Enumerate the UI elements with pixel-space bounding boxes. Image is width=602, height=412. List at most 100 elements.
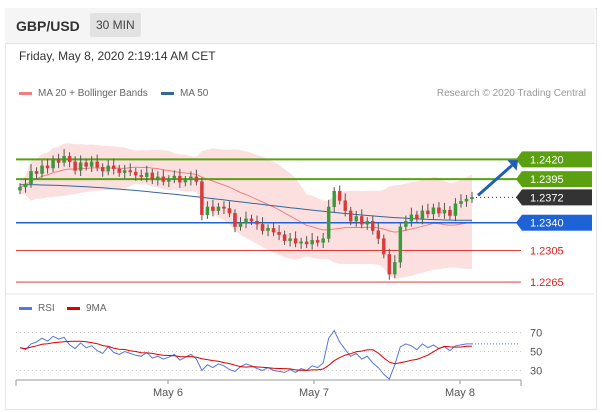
candle-body xyxy=(360,216,364,225)
bollinger-swatch xyxy=(19,91,32,95)
candle-body xyxy=(189,176,193,181)
candle-body xyxy=(277,232,281,235)
level-label-1-2420: 1.2420 xyxy=(530,154,564,166)
rsi-line xyxy=(19,329,472,380)
candle-body xyxy=(304,241,309,245)
candle-body xyxy=(89,161,94,167)
candle-body xyxy=(459,201,463,204)
candle-body xyxy=(464,198,469,202)
candle-body xyxy=(398,226,403,263)
legend-ma50: MA 50 xyxy=(161,88,208,99)
candle-body xyxy=(233,213,237,227)
level-tag-1-2395 xyxy=(522,171,592,188)
candle-body xyxy=(145,172,149,177)
time-tick-label: May 8 xyxy=(445,387,475,399)
chart-datetime: Friday, May 8, 2020 2:19:14 AM CET xyxy=(19,49,216,63)
level-label-1-2265: 1.2265 xyxy=(530,277,564,289)
candle-body xyxy=(73,161,77,171)
candle-body xyxy=(244,218,248,223)
level-tag-arrow-1-2420 xyxy=(516,151,522,168)
candle-body xyxy=(56,159,61,163)
time-tick-label: May 7 xyxy=(299,387,329,399)
candle-body xyxy=(40,165,44,174)
candle-body xyxy=(156,176,160,181)
candle-body xyxy=(365,220,370,225)
candle-body xyxy=(111,165,116,170)
candle-body xyxy=(470,197,474,200)
candle-body xyxy=(238,222,243,227)
candle-body xyxy=(337,190,342,201)
candle-body xyxy=(161,176,166,182)
projection-arrow-line xyxy=(477,164,513,197)
candle-body xyxy=(23,183,28,188)
candle-body xyxy=(62,156,66,163)
candle-body xyxy=(288,238,292,242)
chart-header: GBP/USD 30 MIN xyxy=(5,8,595,44)
candle-body xyxy=(326,206,331,239)
candle-body xyxy=(266,228,270,231)
candle-body xyxy=(420,210,425,219)
rsi-tick-label-50: 50 xyxy=(530,347,542,359)
legend-ma50-label: MA 50 xyxy=(180,88,209,99)
ma50-swatch xyxy=(161,91,174,95)
candle-body xyxy=(67,156,72,162)
legend-bollinger-label: MA 20 + Bollinger Bands xyxy=(38,88,148,99)
candle-body xyxy=(282,234,287,242)
ma9-swatch xyxy=(67,306,80,310)
candle-body xyxy=(78,162,83,171)
candle-body xyxy=(249,218,254,222)
research-credit: Research © 2020 Trading Central xyxy=(436,88,586,99)
candle-body xyxy=(255,220,259,225)
candle-body xyxy=(227,208,232,214)
candle-body xyxy=(100,167,105,172)
candle-body xyxy=(448,209,452,216)
currency-pair: GBP/USD xyxy=(16,18,80,34)
candle-body xyxy=(29,171,33,185)
legend-bollinger: MA 20 + Bollinger Bands xyxy=(19,88,148,99)
candle-body xyxy=(18,186,22,191)
candle-body xyxy=(205,206,210,215)
candle-body xyxy=(354,216,358,222)
level-tag-1-2372 xyxy=(522,189,592,206)
candle-body xyxy=(293,238,298,244)
timeframe-badge[interactable]: 30 MIN xyxy=(90,13,141,37)
rsi-swatch xyxy=(19,306,32,310)
candle-body xyxy=(387,254,392,275)
candle-body xyxy=(200,181,204,215)
candle-body xyxy=(299,241,303,244)
time-tick-label: May 6 xyxy=(153,387,183,399)
candle-body xyxy=(211,206,215,211)
candle-body xyxy=(51,159,55,169)
candle-body xyxy=(343,200,347,211)
candle-body xyxy=(437,207,441,214)
projection-arrow-head xyxy=(507,160,518,171)
level-tag-arrow-1-2340 xyxy=(516,214,522,231)
candle-body xyxy=(315,239,320,243)
level-label-1-2395: 1.2395 xyxy=(530,174,564,186)
candle-body xyxy=(382,238,386,255)
candle-body xyxy=(332,190,336,208)
rsi-tick-label-70: 70 xyxy=(530,328,542,340)
level-label-1-2340: 1.2340 xyxy=(530,218,564,230)
candle-body xyxy=(128,170,132,173)
ma50-line xyxy=(20,184,472,221)
level-tag-1-2420 xyxy=(522,151,592,168)
level-tag-arrow-1-2372 xyxy=(516,189,522,206)
candle-body xyxy=(106,165,110,172)
level-tag-1-2340 xyxy=(522,214,592,231)
candle-body xyxy=(45,165,50,169)
candle-body xyxy=(431,207,436,215)
candle-body xyxy=(409,214,414,222)
ma20-line xyxy=(19,166,473,233)
candle-body xyxy=(139,175,144,177)
candle-body xyxy=(95,161,99,168)
bollinger-band xyxy=(20,143,472,279)
candle-body xyxy=(172,175,177,180)
candle-body xyxy=(134,171,138,176)
candle-body xyxy=(376,230,381,239)
candle-body xyxy=(222,206,226,209)
candle-body xyxy=(371,220,375,231)
candle-body xyxy=(34,171,39,174)
candle-body xyxy=(183,179,188,183)
